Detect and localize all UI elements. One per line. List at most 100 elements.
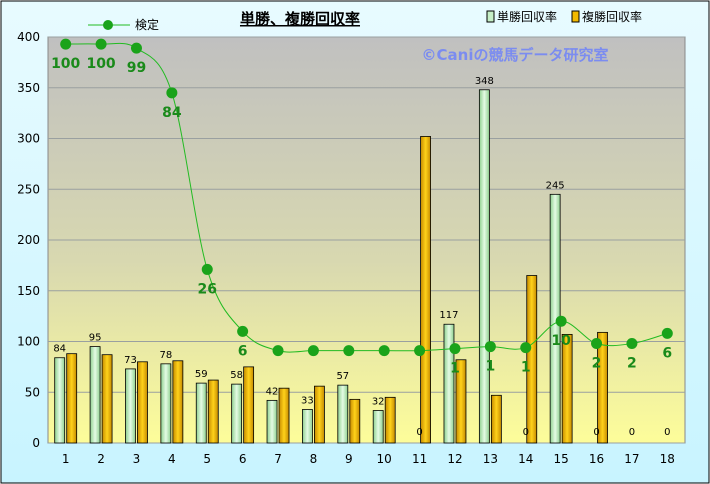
line-point xyxy=(626,338,638,350)
bar-series-1 xyxy=(266,399,278,444)
bar-series-2 xyxy=(420,136,431,444)
line-point xyxy=(449,343,461,355)
legend: 検定 単勝回収率 複勝回収率 xyxy=(88,9,642,32)
line-point xyxy=(237,325,249,337)
line-point-label: 99 xyxy=(127,60,146,76)
bars xyxy=(54,89,608,444)
x-tick-label: 11 xyxy=(412,452,427,466)
y-tick-label: 400 xyxy=(17,30,40,44)
line-point xyxy=(520,342,532,354)
bar-label: 0 xyxy=(664,427,670,438)
x-tick-label: 4 xyxy=(168,452,176,466)
y-tick-label: 350 xyxy=(17,81,40,95)
line-point-label: 1 xyxy=(521,360,531,376)
line-point-label: 26 xyxy=(198,281,217,297)
bar-series-1 xyxy=(478,89,490,444)
x-tick-label: 17 xyxy=(624,452,639,466)
bar-series-2 xyxy=(243,366,255,444)
bar-series-2 xyxy=(101,354,113,444)
y-tick-label: 300 xyxy=(17,132,40,146)
legend-label-series-1: 単勝回収率 xyxy=(497,9,557,24)
bar-series-2 xyxy=(207,379,219,444)
line-point xyxy=(555,315,567,327)
legend-swatch-series-1 xyxy=(486,10,495,23)
line-point-label: 6 xyxy=(662,345,672,361)
line-point xyxy=(272,345,284,357)
y-tick-label: 250 xyxy=(17,182,40,196)
bar-label: 348 xyxy=(475,76,494,87)
chart-title: 単勝、複勝回収率 xyxy=(240,10,360,28)
bar-series-2 xyxy=(349,398,361,444)
bar-series-2 xyxy=(172,360,184,444)
line-point xyxy=(130,42,142,54)
line-point-label: 100 xyxy=(51,56,80,72)
bar-series-1 xyxy=(89,346,101,444)
y-tick-label: 200 xyxy=(17,233,40,247)
bar-series-1 xyxy=(231,383,243,444)
bar-series-2 xyxy=(384,396,396,444)
bar-label: 73 xyxy=(124,355,137,366)
y-tick-label: 50 xyxy=(25,385,40,399)
bar-series-2 xyxy=(314,385,325,444)
bar-series-1 xyxy=(160,363,172,444)
bar-label: 42 xyxy=(266,386,279,397)
bar-label: 0 xyxy=(416,427,422,438)
line-point xyxy=(95,38,107,50)
bar-series-2 xyxy=(597,331,608,444)
bar-series-1 xyxy=(337,384,349,444)
bar-label: 32 xyxy=(372,397,385,408)
bar-series-2 xyxy=(66,353,78,444)
x-tick-label: 1 xyxy=(62,452,70,466)
bar-series-2 xyxy=(490,394,502,444)
x-tick-label: 9 xyxy=(345,452,353,466)
x-tick-label: 2 xyxy=(97,452,105,466)
line-point-label: 84 xyxy=(162,105,182,121)
x-tick-label: 3 xyxy=(133,452,141,466)
bar-series-2 xyxy=(455,359,467,444)
legend-line-label: 検定 xyxy=(135,17,159,32)
x-tick-label: 7 xyxy=(274,452,282,466)
line-point xyxy=(60,38,72,50)
bar-series-2 xyxy=(526,275,538,444)
line-point xyxy=(307,345,319,357)
bar-series-1 xyxy=(195,382,207,444)
line-point xyxy=(166,87,178,99)
bar-label: 0 xyxy=(523,427,529,438)
x-tick-label: 15 xyxy=(553,452,568,466)
x-tick-label: 16 xyxy=(589,452,604,466)
bar-labels: 84 95 73 78 59 58 42 33 57 32 0 117 348 0 245 0 0 0 xyxy=(53,76,670,438)
watermark: ©Caniの競馬データ研究室 xyxy=(422,46,609,64)
bar-series-1 xyxy=(372,410,384,444)
x-tick-label: 13 xyxy=(483,452,498,466)
bar-series-1 xyxy=(443,323,455,444)
bar-label: 33 xyxy=(301,396,314,407)
bar-label: 58 xyxy=(230,370,243,381)
x-tick-label: 6 xyxy=(239,452,247,466)
x-tick-label: 10 xyxy=(377,452,392,466)
line-series xyxy=(60,38,673,357)
bar-label: 0 xyxy=(629,427,635,438)
line-point xyxy=(591,338,603,350)
line-point xyxy=(378,345,390,357)
line-point xyxy=(661,327,673,339)
line-point-label: 100 xyxy=(86,56,115,72)
bar-label: 78 xyxy=(159,350,172,361)
bar-series-2 xyxy=(278,387,290,444)
line-point xyxy=(343,345,355,357)
line-point-label: 1 xyxy=(450,361,460,377)
bar-label: 117 xyxy=(439,310,458,321)
x-tick-label: 12 xyxy=(447,452,462,466)
bar-label: 245 xyxy=(546,180,565,191)
line-point xyxy=(484,341,496,353)
bar-label: 57 xyxy=(336,371,349,382)
gridlines xyxy=(48,36,685,444)
bar-series-2 xyxy=(561,333,573,444)
line-point xyxy=(414,345,426,357)
bar-label: 59 xyxy=(195,369,208,380)
line-point-label: 2 xyxy=(592,356,602,372)
line-point xyxy=(201,263,213,275)
bar-label: 84 xyxy=(53,344,66,355)
x-tick-label: 14 xyxy=(518,452,533,466)
